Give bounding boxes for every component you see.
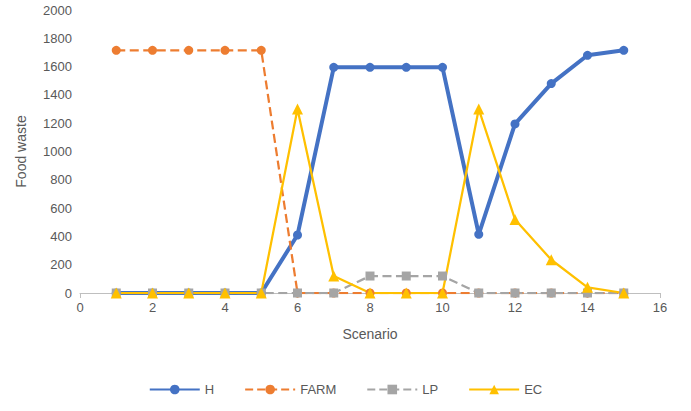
svg-text:EC: EC (524, 382, 542, 397)
svg-text:2: 2 (149, 300, 156, 315)
svg-text:LP: LP (422, 382, 438, 397)
svg-text:FARM: FARM (300, 382, 336, 397)
svg-text:0: 0 (65, 286, 72, 301)
svg-text:1800: 1800 (43, 31, 72, 46)
svg-text:6: 6 (294, 300, 301, 315)
svg-text:800: 800 (50, 172, 72, 187)
svg-text:Food waste: Food waste (13, 115, 29, 188)
svg-text:Scenario: Scenario (342, 326, 397, 342)
svg-text:1600: 1600 (43, 59, 72, 74)
svg-text:12: 12 (508, 300, 522, 315)
svg-text:1000: 1000 (43, 144, 72, 159)
svg-text:1400: 1400 (43, 87, 72, 102)
svg-text:14: 14 (580, 300, 594, 315)
svg-text:4: 4 (221, 300, 228, 315)
svg-text:600: 600 (50, 201, 72, 216)
svg-text:2000: 2000 (43, 3, 72, 18)
svg-text:1200: 1200 (43, 116, 72, 131)
svg-text:H: H (205, 382, 214, 397)
svg-text:16: 16 (653, 300, 667, 315)
svg-text:8: 8 (366, 300, 373, 315)
svg-text:10: 10 (435, 300, 449, 315)
svg-text:0: 0 (76, 300, 83, 315)
svg-text:200: 200 (50, 257, 72, 272)
svg-text:400: 400 (50, 229, 72, 244)
